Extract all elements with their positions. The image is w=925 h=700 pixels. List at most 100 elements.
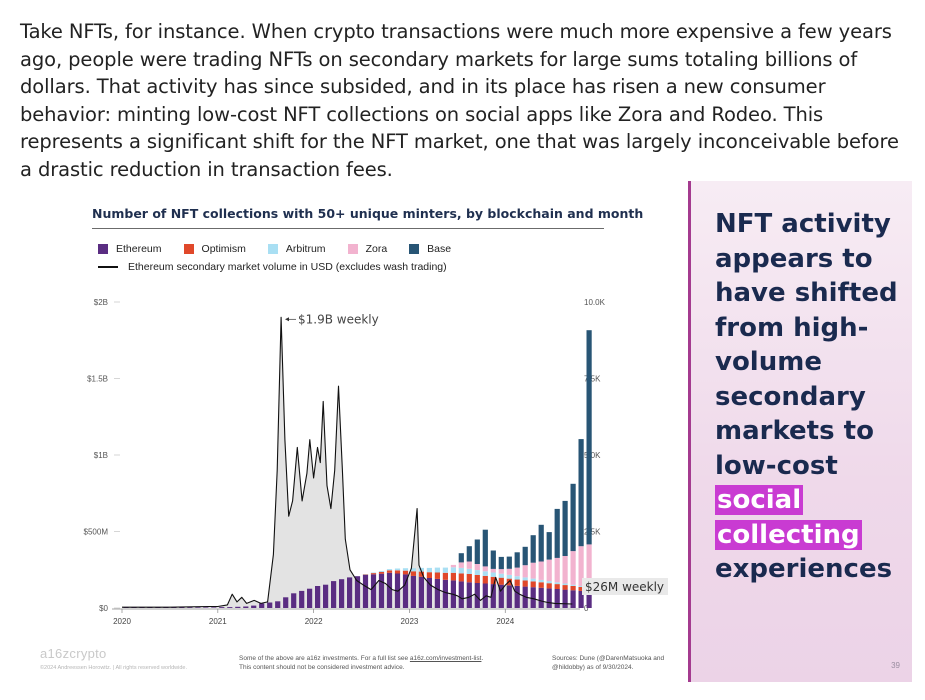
x-axis-tick-label: 2021	[209, 617, 227, 626]
bar-segment-arbitrum	[474, 570, 480, 575]
bar-segment-optimism	[482, 575, 488, 584]
chart-slide: $0 $500M $1B $1.5B $2B 0 2.5K 5.0K 7.5K 10.0K 2020…	[20, 180, 912, 685]
x-axis-tick-label: 2023	[401, 617, 419, 626]
bar-segment-arbitrum	[370, 572, 377, 574]
bar-segment-ethereum	[331, 581, 337, 608]
bar-segment-zora	[578, 546, 584, 586]
bar-segment-arbitrum	[546, 581, 552, 584]
bar-segment-ethereum	[474, 582, 480, 608]
bar-segment-arbitrum	[466, 568, 472, 574]
annotation-current-bg	[582, 578, 668, 595]
bar-segment-base	[482, 529, 488, 567]
bar-segment-base	[506, 556, 512, 569]
bar-segment-ethereum	[506, 585, 512, 608]
right-axis-tick-label: 10.0K	[584, 298, 606, 307]
bar-segment-ethereum	[570, 590, 576, 608]
bar-segment-arbitrum	[538, 579, 544, 583]
bar-segment-arbitrum	[426, 567, 432, 573]
bar-segment-ethereum	[442, 579, 448, 608]
bar-segment-zora	[482, 566, 488, 572]
x-axis-tick-label: 2022	[305, 617, 323, 626]
bar-segment-ethereum	[227, 607, 233, 608]
legend-arbitrum: Arbitrum	[267, 243, 326, 255]
bar-segment-arbitrum	[402, 568, 409, 571]
legend-swatch-base	[409, 244, 420, 254]
bar-segment-base	[498, 556, 504, 570]
callout-text: NFT activity appears to have shifted fro…	[715, 209, 898, 584]
bar-segment-arbitrum	[450, 567, 456, 573]
bar-segment-base	[554, 508, 560, 558]
bar-segment-ethereum	[299, 590, 305, 608]
bar-segment-zora	[506, 568, 512, 575]
bar-segment-ethereum	[402, 574, 409, 608]
bar-segment-ethereum	[578, 590, 584, 608]
bar-segment-zora	[498, 569, 504, 574]
bar-segment-ethereum	[179, 607, 185, 608]
bar-segment-optimism	[410, 571, 416, 576]
bar-segment-zora	[562, 556, 568, 584]
bar-segment-ethereum	[418, 576, 424, 608]
bar-segment-optimism	[386, 570, 393, 573]
bar-segment-zora	[554, 557, 560, 583]
legend-ethereum: Ethereum	[98, 243, 162, 255]
bar-segment-ethereum	[386, 572, 393, 608]
bar-segment-zora	[466, 561, 472, 569]
bar-segment-ethereum	[498, 584, 504, 608]
left-axis-tick-label: $2B	[94, 298, 108, 307]
bar-segment-base	[490, 550, 496, 569]
bar-segment-optimism	[466, 574, 472, 583]
bar-segment-ethereum	[514, 586, 520, 608]
bar-segment-ethereum	[203, 607, 209, 608]
bar-segment-ethereum	[434, 578, 440, 608]
bar-segment-arbitrum	[434, 567, 440, 573]
bar-segment-arbitrum	[394, 568, 401, 571]
bar-segment-ethereum	[347, 577, 353, 608]
bar-segment-optimism	[514, 579, 520, 586]
bar-segment-optimism	[490, 576, 496, 585]
bar-segment-ethereum	[211, 607, 217, 608]
bar-segment-optimism	[474, 575, 480, 583]
bar-segment-arbitrum	[530, 578, 536, 582]
bar-segment-ethereum	[378, 573, 385, 608]
bar-segment-arbitrum	[362, 574, 369, 575]
bar-segment-ethereum	[426, 578, 432, 608]
bar-segment-ethereum	[530, 587, 536, 608]
right-axis-tick-label: 7.5K	[584, 375, 601, 384]
bar-segment-arbitrum	[506, 575, 512, 579]
bar-segment-arbitrum	[498, 573, 504, 578]
page-number: 39	[891, 661, 900, 670]
callout-panel: NFT activity appears to have shifted fro…	[688, 181, 912, 682]
bar-segment-optimism	[530, 581, 536, 588]
bar-segment-ethereum	[275, 601, 281, 608]
volume-line	[122, 316, 573, 608]
bar-segment-arbitrum	[562, 583, 568, 585]
bar-segment-ethereum	[362, 575, 369, 608]
investment-list-link[interactable]: a16z.com/investment-list	[409, 655, 482, 662]
bar-segment-arbitrum	[458, 567, 464, 574]
bar-segment-arbitrum	[570, 584, 576, 586]
bar-segment-arbitrum	[490, 572, 496, 577]
bar-segment-arbitrum	[378, 571, 385, 572]
bar-segment-arbitrum	[386, 569, 393, 571]
bar-segment-ethereum	[315, 586, 321, 608]
bar-segment-zora	[530, 562, 536, 579]
bar-segment-optimism	[538, 582, 544, 588]
bar-segment-arbitrum	[578, 586, 584, 587]
bar-segment-optimism	[418, 571, 424, 577]
bar-segment-ethereum	[251, 605, 257, 608]
copyright: ©2024 Andreessen Horowitz. | All rights …	[40, 665, 188, 671]
legend-zora: Zora	[347, 243, 387, 255]
bar-segment-ethereum	[370, 574, 377, 608]
legend-swatch-arbitrum	[267, 244, 278, 254]
bar-segment-ethereum	[546, 588, 552, 608]
sources: Sources: Dune (@DarenMatsuoka and @hildo…	[552, 655, 665, 671]
chart-legend: Ethereum Optimism Arbitrum Zora Base Eth…	[98, 240, 473, 276]
bar-segment-zora	[546, 559, 552, 582]
bar-segment-ethereum	[458, 581, 464, 608]
bar-segment-ethereum	[259, 603, 265, 608]
bar-segment-ethereum	[323, 584, 329, 608]
bar-segment-optimism	[522, 580, 528, 587]
bar-segment-optimism	[450, 572, 456, 581]
bar-segment-optimism	[458, 573, 464, 582]
bar-segment-ethereum	[354, 576, 361, 608]
